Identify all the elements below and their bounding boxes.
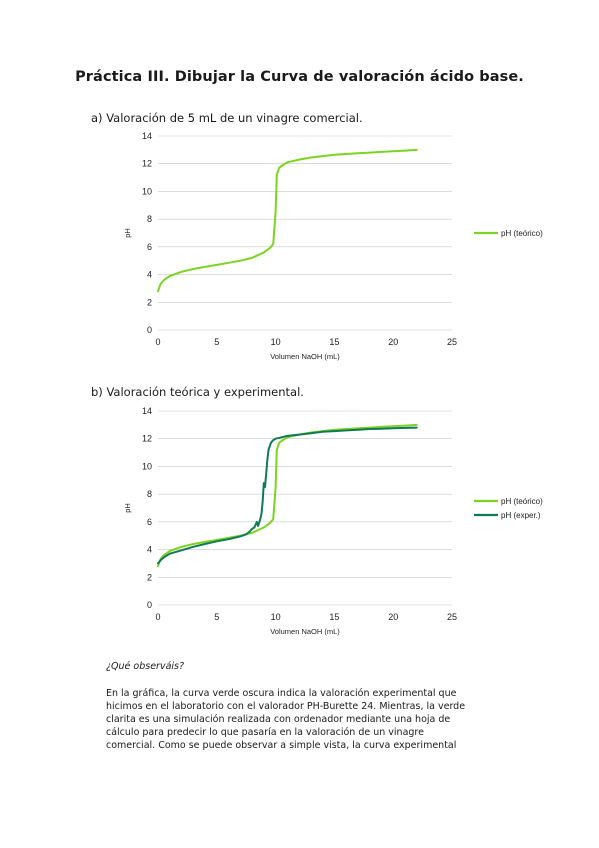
chart-b-x-tick-label: 15 — [329, 612, 339, 622]
chart-a-x-tick-label: 20 — [388, 337, 398, 347]
chart-b-y-tick-label: 6 — [147, 517, 152, 527]
chart-b-x-tick-label: 5 — [214, 612, 219, 622]
chart-b-y-axis-title: pH — [123, 503, 132, 513]
chart-a-y-tick-label: 6 — [147, 242, 152, 252]
chart-b-y-tick-label: 2 — [147, 572, 152, 582]
chart-b-y-tick-label: 10 — [142, 461, 152, 471]
paragraph-line: comercial. Como se puede observar a simp… — [106, 740, 457, 752]
chart-b-y-tick-label: 4 — [147, 545, 152, 555]
chart-a-x-tick-label: 10 — [271, 337, 281, 347]
body-paragraph: En la gráfica, la curva verde oscura ind… — [106, 687, 536, 752]
section-a-label: a) Valoración de 5 mL de un vinagre come… — [91, 111, 363, 125]
paragraph-line: hicimos en el laboratorio con el valorad… — [106, 701, 466, 713]
chart-a-series-line — [157, 148, 418, 293]
chart-a-x-tick-label: 25 — [447, 337, 457, 347]
chart-b-legend-label: pH (exper.) — [501, 511, 541, 520]
chart-b-legend-label: pH (teórico) — [501, 497, 543, 506]
chart-a-y-tick-label: 10 — [142, 186, 152, 196]
chart-a-x-tick-label: 15 — [329, 337, 339, 347]
chart-a-y-tick-label: 8 — [147, 214, 152, 224]
chart-b: 0 2 4 6 8 10 12 14 0 5 10 15 20 25 Volumen NaOH (mL) pH… — [104, 403, 584, 643]
chart-b-svg: 0 2 4 6 8 10 12 14 0 5 10 15 20 25 Volumen NaOH (mL) pH… — [123, 406, 543, 636]
chart-b-x-tick-label: 20 — [388, 612, 398, 622]
chart-a-y-tick-label: 4 — [147, 270, 152, 280]
chart-a-svg: 0 2 4 6 8 10 12 14 0 5 10 15 20 25 Volumen NaOH (mL) pH… — [123, 131, 543, 361]
chart-a: 0 2 4 6 8 10 12 14 0 5 10 15 20 25 Volumen NaOH (mL) pH… — [104, 128, 584, 368]
chart-b-y-tick-label: 14 — [142, 406, 152, 416]
chart-b-series-line — [157, 423, 418, 568]
chart-b-y-tick-label: 12 — [142, 434, 152, 444]
chart-a-y-tick-label: 12 — [142, 159, 152, 169]
question-text: ¿Qué observáis? — [106, 661, 185, 672]
chart-a-x-axis-title: Volumen NaOH (mL) — [270, 352, 340, 361]
chart-a-y-tick-label: 0 — [147, 325, 152, 335]
paragraph-line: En la gráfica, la curva verde oscura ind… — [106, 688, 457, 699]
chart-a-y-tick-label: 2 — [147, 297, 152, 307]
chart-a-legend-label: pH (teórico) — [501, 229, 543, 238]
page-title: Práctica III. Dibujar la Curva de valora… — [75, 69, 524, 85]
chart-b-y-tick-label: 0 — [147, 600, 152, 610]
chart-b-x-tick-label: 25 — [447, 612, 457, 622]
section-b-label: b) Valoración teórica y experimental. — [91, 385, 304, 399]
chart-b-x-tick-label: 10 — [271, 612, 281, 622]
chart-a-x-tick-label: 5 — [214, 337, 219, 347]
chart-b-x-axis-title: Volumen NaOH (mL) — [270, 627, 340, 636]
chart-a-y-tick-label: 14 — [142, 131, 152, 141]
paragraph-line: cálculo para predecir lo que pasaría en … — [106, 727, 424, 739]
chart-a-x-tick-label: 0 — [155, 337, 160, 347]
paragraph-line: clarita es una simulación realizada con … — [106, 714, 451, 726]
chart-b-x-tick-label: 0 — [155, 612, 160, 622]
chart-b-y-tick-label: 8 — [147, 489, 152, 499]
chart-b-series-line — [157, 426, 418, 565]
chart-a-y-axis-title: pH — [123, 228, 132, 238]
